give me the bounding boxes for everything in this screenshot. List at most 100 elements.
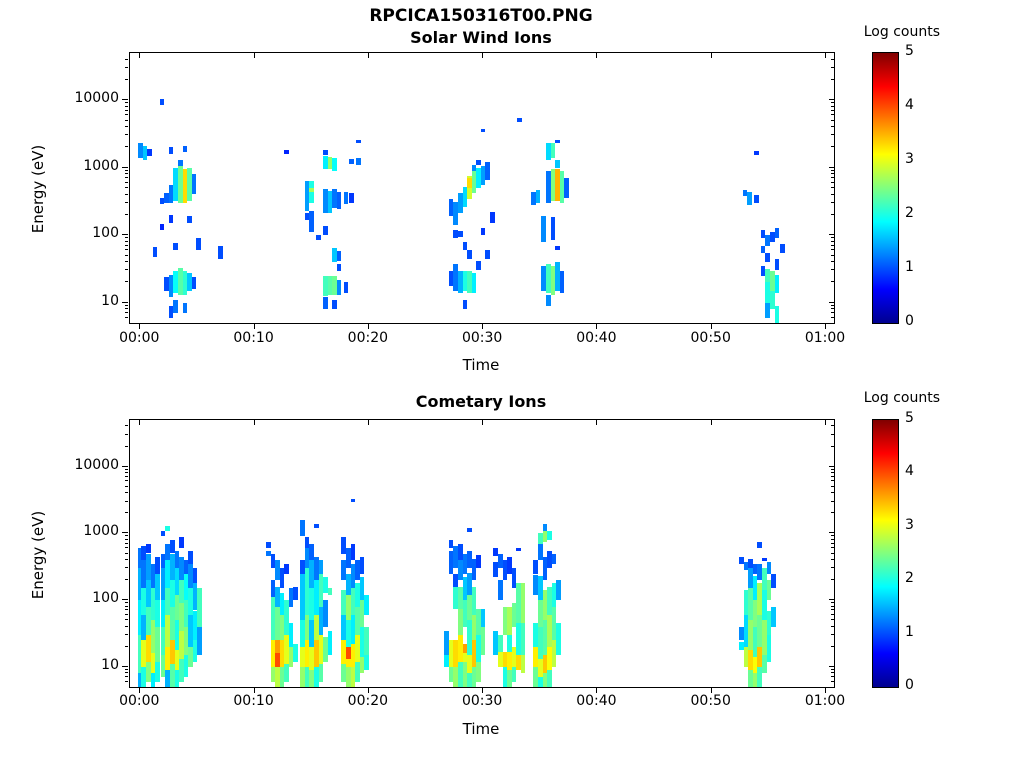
spectrogram-cell <box>547 646 552 670</box>
x-tick-mirror <box>253 420 255 425</box>
spectrogram-cell <box>341 590 347 615</box>
spectrogram-cell <box>748 568 753 589</box>
y-minor-tick <box>125 425 128 427</box>
spectrogram-cell <box>511 666 517 682</box>
spectrogram-cell <box>535 189 541 203</box>
spectrogram-cell <box>152 247 158 257</box>
spectrogram-cell <box>766 580 772 601</box>
spectrogram-cell <box>507 651 512 670</box>
spectrogram-plot-cometary <box>129 419 835 688</box>
spectrogram-cell <box>300 519 305 537</box>
spectrogram-cell <box>177 160 183 167</box>
y-minor-tick <box>125 249 128 251</box>
spectrogram-cell <box>550 266 556 295</box>
spectrogram-cell <box>774 305 780 323</box>
spectrogram-cell <box>753 151 759 155</box>
spectrogram-cell <box>165 588 171 615</box>
y-minor-tick <box>125 58 128 60</box>
spectrogram-cell <box>467 250 472 259</box>
y-minor-tick-mirror <box>831 535 834 537</box>
panel-title-cometary-ions: Cometary Ions <box>415 392 547 411</box>
y-minor-tick-mirror <box>831 213 834 215</box>
spectrogram-cell <box>270 597 276 641</box>
spectrogram-cell <box>182 270 188 295</box>
y-tick <box>122 665 128 667</box>
spectrogram-cell <box>164 193 169 203</box>
spectrogram-cell <box>155 626 160 662</box>
spectrogram-cell <box>141 560 147 589</box>
spectrogram-cell <box>769 270 775 291</box>
spectrogram-cell <box>752 563 758 574</box>
spectrogram-cell <box>765 252 771 262</box>
spectrogram-cell <box>752 673 758 687</box>
y-minor-tick <box>125 316 128 318</box>
spectrogram-cell <box>137 548 143 569</box>
spectrogram-cell <box>183 600 189 627</box>
x-tick-label: 00:20 <box>347 330 389 346</box>
spectrogram-cell <box>507 556 512 574</box>
y-tick-label: 100 <box>92 590 119 607</box>
spectrogram-cell <box>541 266 547 291</box>
spectrogram-cell <box>457 586 463 609</box>
spectrogram-cell <box>179 536 184 549</box>
spectrogram-cell <box>497 635 503 652</box>
spectrogram-cell <box>323 150 328 155</box>
y-minor-tick <box>125 535 128 537</box>
spectrogram-cell <box>743 590 749 615</box>
y-minor-tick <box>125 240 128 242</box>
spectrogram-cell <box>453 545 459 569</box>
spectrogram-cell <box>507 635 512 652</box>
spectrogram-cell <box>169 606 175 641</box>
y-minor-tick <box>125 552 128 554</box>
spectrogram-cell <box>183 573 189 601</box>
spectrogram-cell <box>448 550 454 574</box>
spectrogram-cell <box>160 530 166 537</box>
spectrogram-cell <box>150 653 156 674</box>
spectrogram-cell <box>279 568 285 589</box>
spectrogram-cell <box>537 576 543 601</box>
spectrogram-cell <box>349 193 355 203</box>
y-minor-tick <box>125 244 128 246</box>
spectrogram-cell <box>350 498 356 502</box>
y-minor-tick <box>125 619 128 621</box>
spectrogram-cell <box>480 128 486 132</box>
spectrogram-cell <box>165 646 171 670</box>
spectrogram-cell <box>476 167 481 188</box>
spectrogram-cell <box>137 143 143 158</box>
y-minor-tick <box>125 254 128 256</box>
spectrogram-cell <box>453 263 459 291</box>
y-tick-label: 100 <box>92 225 119 242</box>
spectrogram-cell <box>457 608 463 636</box>
spectrogram-cell <box>537 626 543 660</box>
spectrogram-cell <box>757 666 763 687</box>
spectrogram-cell <box>457 661 463 687</box>
colorbar-tick-label: 1 <box>905 623 914 640</box>
spectrogram-cell <box>748 558 753 569</box>
y-minor-tick-mirror <box>831 558 834 560</box>
spectrogram-cell <box>533 560 539 574</box>
y-minor-tick <box>125 558 128 560</box>
y-minor-tick-mirror <box>831 244 834 246</box>
y-minor-tick-mirror <box>831 316 834 318</box>
colorbar-tick-label: 2 <box>905 205 914 221</box>
x-tick <box>825 323 826 329</box>
y-minor-tick <box>125 542 128 544</box>
y-minor-tick-mirror <box>831 146 834 148</box>
spectrogram-cell <box>169 640 175 665</box>
y-minor-tick-mirror <box>831 547 834 549</box>
y-tick <box>122 465 128 467</box>
spectrogram-cell <box>480 626 486 656</box>
spectrogram-cell <box>467 572 472 595</box>
spectrogram-cell <box>327 630 333 656</box>
spectrogram-cell <box>511 568 517 589</box>
y-minor-tick-mirror <box>831 269 834 271</box>
spectrogram-cell <box>300 646 305 667</box>
spectrogram-cell <box>359 626 365 658</box>
x-tick <box>596 687 598 693</box>
y-minor-tick <box>125 119 128 121</box>
spectrogram-cell <box>480 227 486 236</box>
y-tick-mirror <box>829 166 834 168</box>
spectrogram-cell <box>520 623 526 656</box>
spectrogram-cell <box>564 178 569 199</box>
spectrogram-cell <box>313 523 319 529</box>
